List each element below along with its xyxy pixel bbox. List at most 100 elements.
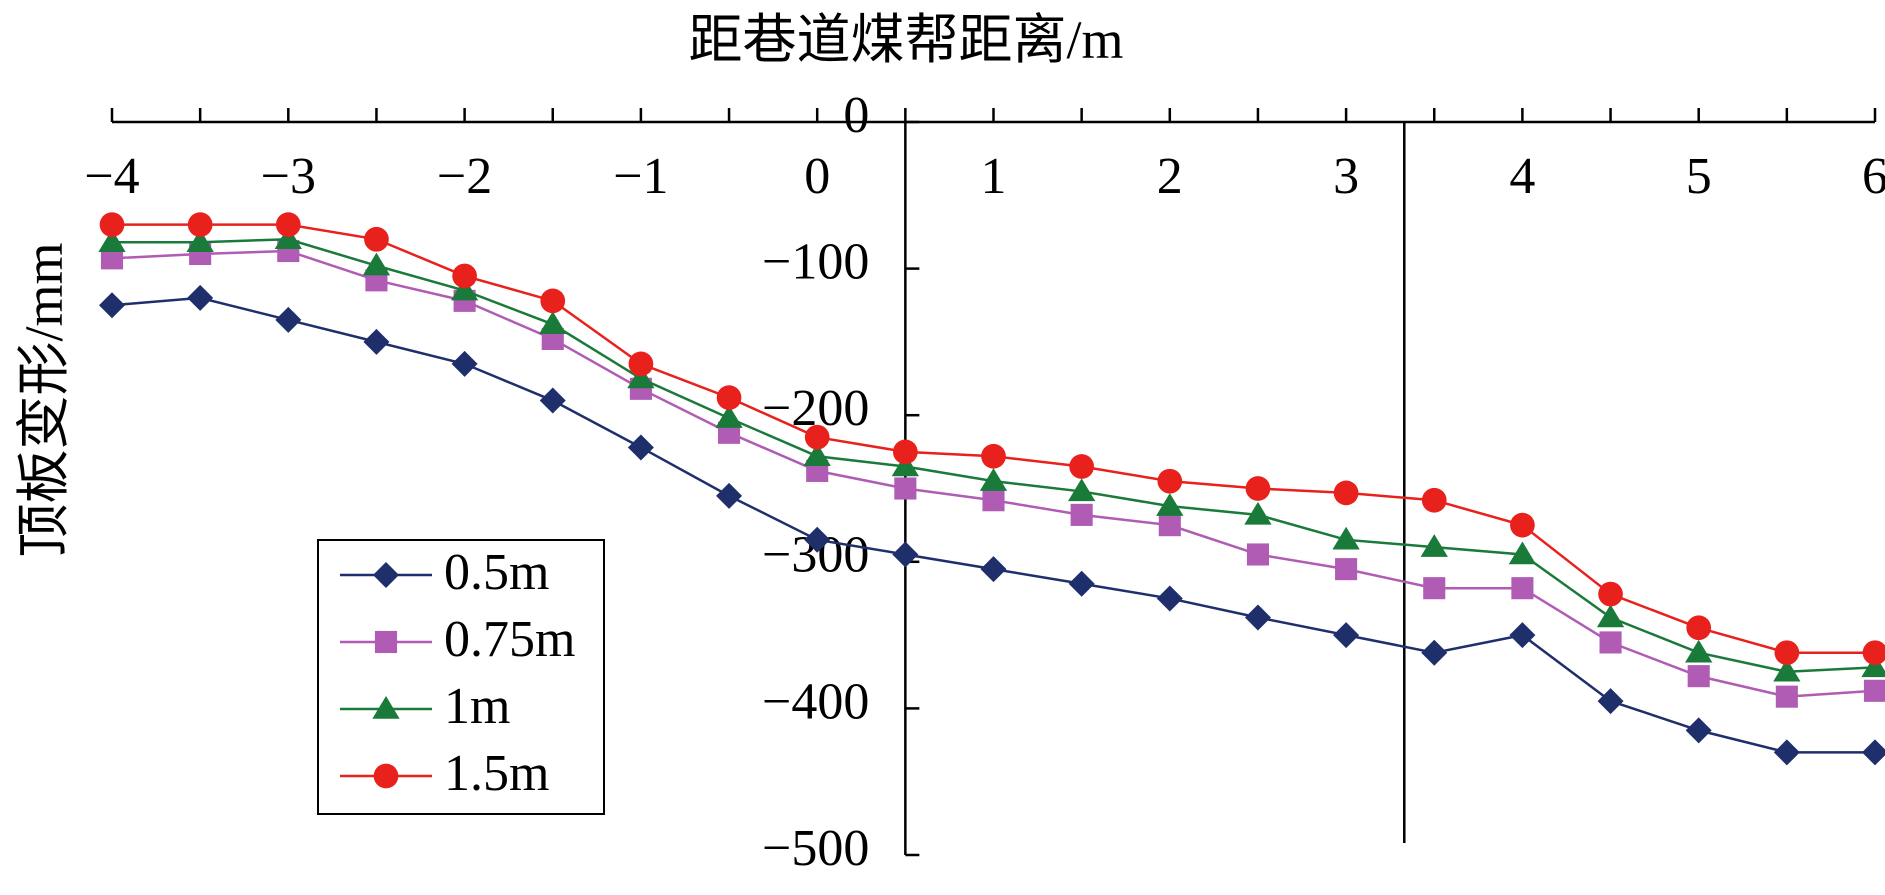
point: [274, 226, 302, 250]
legend-label: 0.5m: [444, 544, 549, 601]
point: [1687, 665, 1710, 688]
point: [1333, 622, 1360, 649]
point: [1068, 478, 1096, 502]
point: [1420, 534, 1448, 557]
point: [892, 541, 919, 568]
y-tick-label: 0: [843, 87, 869, 144]
point: [715, 405, 743, 428]
point: [187, 212, 213, 237]
point: [373, 562, 399, 588]
point: [1775, 685, 1798, 708]
point: [1862, 739, 1885, 766]
point: [1596, 604, 1625, 628]
point: [452, 263, 477, 289]
x-tick-label: 6: [1862, 148, 1885, 205]
point: [187, 284, 214, 311]
point: [982, 489, 1005, 512]
point: [275, 306, 302, 333]
y-tick-label: −100: [762, 234, 869, 291]
point: [1244, 501, 1272, 525]
point: [1510, 512, 1535, 538]
x-axis-title: 距巷道煤帮距离/m: [688, 10, 1123, 70]
point: [1244, 604, 1271, 631]
point: [363, 328, 390, 355]
point: [716, 385, 742, 410]
point: [100, 247, 124, 270]
series-layer: [98, 212, 1885, 766]
point: [1069, 454, 1094, 479]
point: [1862, 640, 1885, 666]
point: [374, 630, 398, 654]
legend-items: 0.5m 0.75m 1m 1.5m: [340, 544, 575, 802]
point: [1597, 688, 1624, 715]
point: [364, 226, 389, 252]
point: [803, 443, 831, 466]
point: [1070, 503, 1093, 526]
point: [1599, 631, 1622, 654]
series-0.5m: [99, 284, 1885, 766]
point: [1421, 487, 1447, 513]
point: [1773, 658, 1801, 682]
x-tick-label: 1: [981, 148, 1007, 205]
point: [1068, 570, 1095, 597]
point: [980, 556, 1007, 583]
point: [362, 252, 391, 276]
point: [1423, 577, 1446, 600]
point: [1245, 476, 1271, 501]
point: [450, 277, 479, 301]
point: [1421, 639, 1448, 666]
point: [804, 424, 830, 450]
point: [894, 477, 917, 500]
point: [1156, 585, 1183, 612]
legend-label: 0.75m: [444, 611, 575, 668]
point: [540, 288, 566, 314]
x-tick-label: −3: [261, 148, 316, 205]
legend-item: 1m: [340, 678, 510, 735]
point: [627, 434, 654, 461]
point: [804, 526, 831, 553]
y-axis-title: 顶板变形/mm: [14, 242, 74, 557]
point: [186, 229, 214, 252]
legend-item: 0.5m: [340, 544, 549, 601]
x-tick-label: 0: [804, 148, 830, 205]
point: [99, 212, 125, 237]
point: [1685, 639, 1713, 663]
point: [1773, 739, 1800, 766]
x-tick-label: 5: [1686, 148, 1712, 205]
x-tick-label: −2: [437, 148, 492, 205]
point: [373, 763, 399, 789]
legend-box: [317, 539, 605, 815]
x-tick-label: 2: [1157, 148, 1183, 205]
point: [1685, 717, 1712, 744]
point: [1511, 577, 1534, 600]
legend-label: 1.5m: [444, 745, 549, 802]
point: [539, 311, 567, 335]
point: [981, 443, 1006, 469]
point: [1509, 622, 1536, 649]
point: [1156, 493, 1184, 516]
point: [1157, 468, 1183, 494]
x-tick-label: −1: [613, 148, 668, 205]
x-tick-label: 3: [1333, 148, 1359, 205]
point: [627, 365, 655, 389]
point: [716, 482, 743, 509]
point: [1774, 640, 1800, 666]
point: [539, 387, 566, 414]
point: [372, 696, 400, 719]
point: [1863, 679, 1885, 702]
point: [99, 292, 125, 319]
legend: 0.5m 0.75m 1m 1.5m: [317, 539, 605, 815]
legend-item: 0.75m: [340, 611, 575, 668]
y-tick-label: −500: [762, 820, 869, 877]
point: [1333, 480, 1359, 506]
point: [451, 350, 478, 377]
series-1m: [98, 226, 1885, 682]
point: [1861, 654, 1885, 678]
x-tick-labels: −4 −3 −2 −1 0 1 2 3 4 5 6: [84, 148, 1885, 205]
point: [628, 351, 654, 377]
point: [1246, 543, 1269, 566]
series-1.5m: [99, 212, 1885, 666]
legend-label: 1m: [444, 678, 510, 735]
point: [1686, 615, 1712, 641]
